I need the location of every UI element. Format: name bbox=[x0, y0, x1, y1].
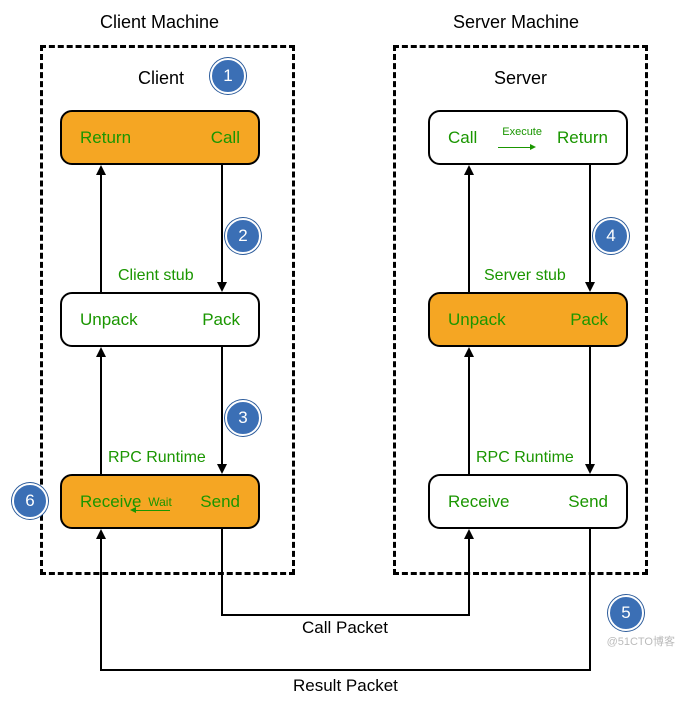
result-packet-label: Result Packet bbox=[293, 676, 398, 696]
badge-6: 6 bbox=[12, 483, 48, 519]
badge-4: 4 bbox=[593, 218, 629, 254]
diagram-container: Client Machine Server Machine Client Ser… bbox=[0, 0, 683, 727]
badge-1: 1 bbox=[210, 58, 246, 94]
watermark: @51CTO博客 bbox=[607, 633, 675, 649]
badge-2: 2 bbox=[225, 218, 261, 254]
badge-3: 3 bbox=[225, 400, 261, 436]
result-packet-connector bbox=[0, 0, 683, 727]
badge-5: 5 bbox=[608, 595, 644, 631]
